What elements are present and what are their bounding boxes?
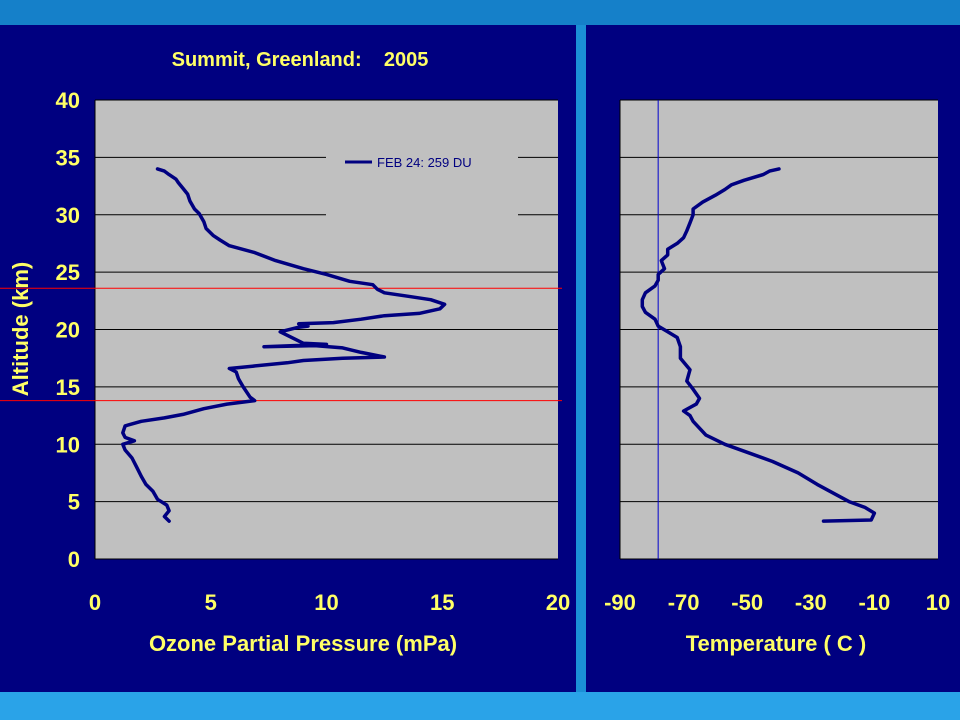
y-tick-label: 30 [56, 203, 80, 228]
ozone-x-tick-label: 15 [430, 590, 454, 615]
temperature-x-axis-title: Temperature ( C ) [686, 631, 867, 656]
legend-box [326, 145, 518, 217]
y-tick-label: 15 [56, 375, 80, 400]
chart-title: Summit, Greenland: 2005 [172, 49, 429, 71]
ozone-x-axis-title: Ozone Partial Pressure (mPa) [149, 631, 457, 656]
ozone-x-tick-label: 0 [89, 590, 101, 615]
y-tick-label: 35 [56, 145, 80, 170]
temperature-gridlines [619, 99, 938, 560]
temperature-profile-line [640, 167, 877, 523]
ozone-x-tick-label: 5 [205, 590, 217, 615]
y-axis-title: Altitude (km) [8, 262, 33, 396]
y-tick-label: 40 [56, 88, 80, 113]
bottom-band [0, 692, 960, 720]
legend-label: FEB 24: 259 DU [377, 155, 472, 170]
temperature-series [640, 167, 877, 523]
ozone-x-tick-labels: 0 5 10 15 20 [89, 590, 570, 615]
y-tick-label: 5 [68, 490, 80, 515]
ozone-reference-lines [0, 287, 562, 402]
temperature-x-tick-label: -10 [859, 590, 891, 615]
ozone-x-tick-label: 20 [546, 590, 570, 615]
temperature-x-tick-labels: -90 -70 -50 -30 -10 10 [604, 590, 950, 615]
temperature-x-tick-label: -90 [604, 590, 636, 615]
temperature-x-tick-label: -50 [731, 590, 763, 615]
y-tick-label: 10 [56, 432, 80, 457]
temperature-x-tick-label: -30 [795, 590, 827, 615]
temperature-x-tick-label: 10 [926, 590, 950, 615]
top-band [0, 0, 960, 25]
y-tick-label: 20 [56, 318, 80, 343]
ozone-y-tick-labels: 0 5 10 15 20 25 30 35 40 [56, 88, 80, 572]
ozone-x-tick-label: 10 [314, 590, 338, 615]
ozone-profile-line [121, 167, 447, 523]
y-tick-label: 0 [68, 547, 80, 572]
ozone-series [121, 167, 447, 523]
y-tick-label: 25 [56, 260, 80, 285]
temperature-x-tick-label: -70 [668, 590, 700, 615]
